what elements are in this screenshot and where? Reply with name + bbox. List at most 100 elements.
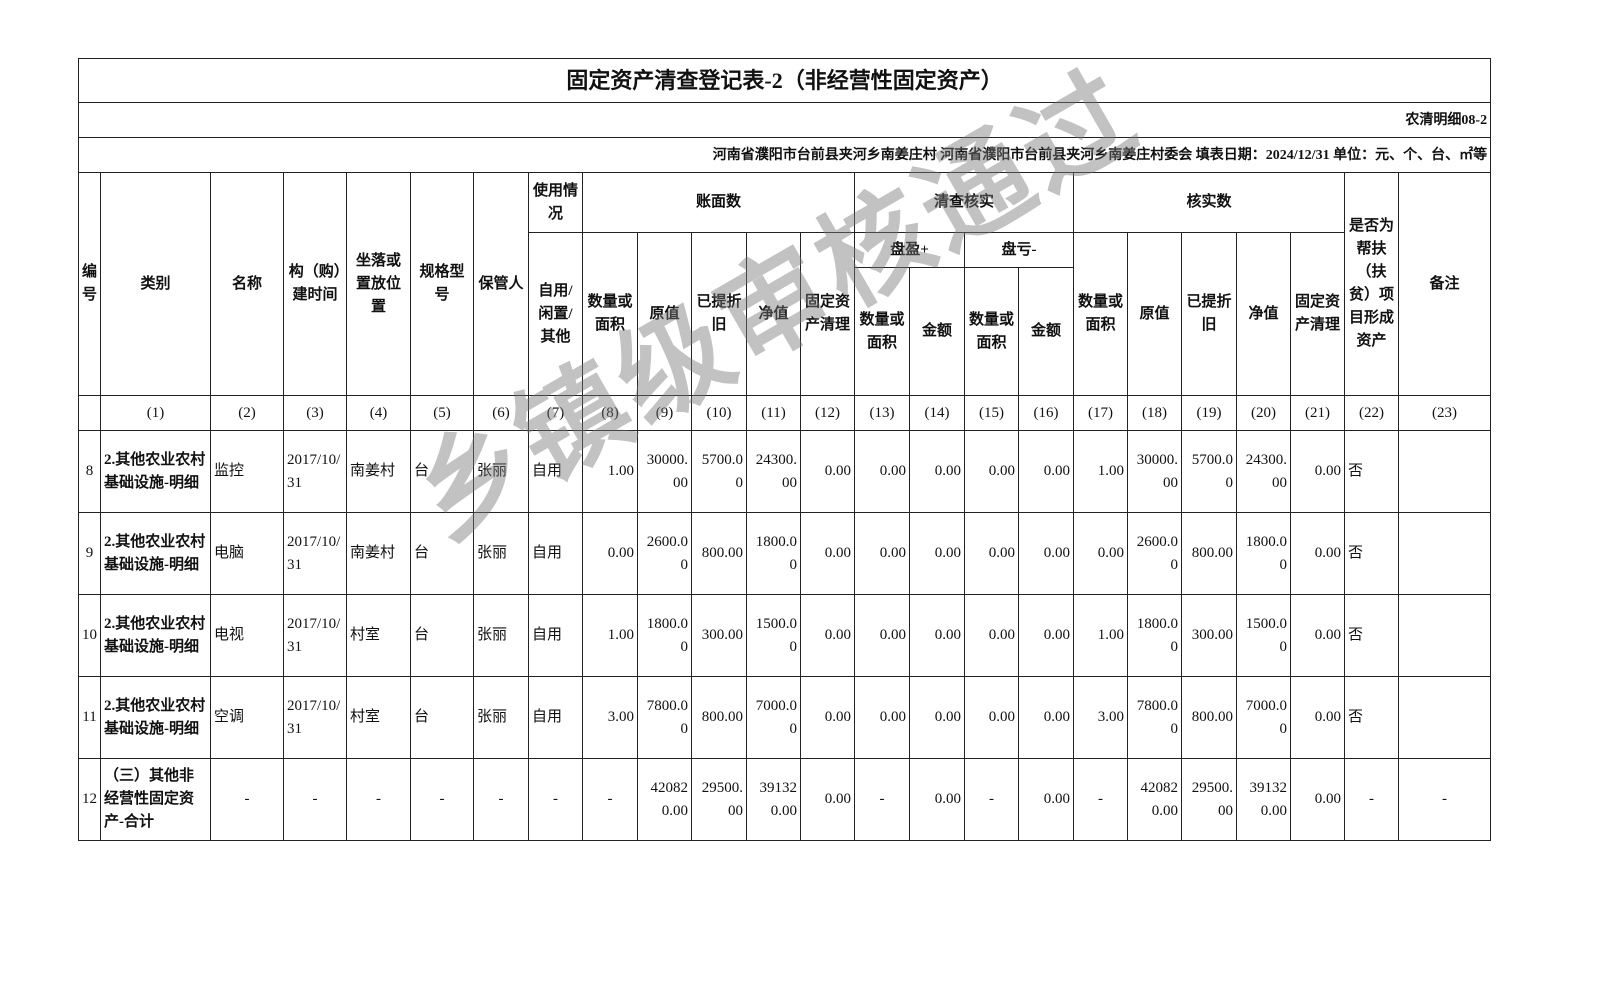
table-cell: 村室 (346, 594, 411, 677)
column-number-row: (1) (2) (3) (4) (5) (6) (7) (8) (9) (10) (11) (12)(… (78, 395, 1492, 431)
header-name: 名称 (210, 172, 284, 396)
table-cell: 2.其他农业农村基础设施-明细 (100, 512, 211, 595)
table-cell: 张丽 (473, 512, 529, 595)
table-cell: 1.00 (582, 430, 638, 513)
table-cell: 29500.00 (1181, 758, 1237, 841)
header-remark: 备注 (1397, 172, 1492, 396)
table-cell: 空调 (210, 676, 284, 759)
table-cell: 300.00 (1181, 594, 1237, 677)
column-number: (12) (800, 395, 855, 431)
table-cell: - (346, 758, 411, 841)
table-cell: 24300.00 (1236, 430, 1291, 513)
table-cell: - (1073, 758, 1128, 841)
table-cell: 电脑 (210, 512, 284, 595)
form-code: 农清明细08-2 (77, 102, 1492, 138)
row-number: 12 (78, 758, 101, 841)
table-cell: 800.00 (1181, 676, 1237, 759)
table-cell: 24300.00 (746, 430, 801, 513)
column-number: (8) (582, 395, 638, 431)
row-number: 9 (78, 512, 101, 595)
table-cell: 420820.00 (637, 758, 692, 841)
header-book-depr: 已提折旧 (691, 232, 747, 396)
table-cell: 2.其他农业农村基础设施-明细 (100, 594, 211, 677)
table-cell: 1800.00 (1127, 594, 1182, 677)
header-verified: 核实数 (1073, 172, 1345, 233)
table-cell: 否 (1344, 676, 1399, 759)
table-cell: 0.00 (1018, 512, 1074, 595)
table-cell: - (1397, 758, 1492, 841)
table-cell: - (582, 758, 638, 841)
header-surplus: 盘盈+ (854, 232, 965, 268)
column-number: (14) (909, 395, 965, 431)
table-cell: 7800.00 (637, 676, 692, 759)
table-cell: 0.00 (909, 594, 965, 677)
table-row: 9 2.其他农业农村基础设施-明细 电脑 2017/10/31 南姜村台张丽 自用 0.00… (78, 512, 1492, 595)
header-no: 编号 (78, 172, 101, 396)
table-cell: 自用 (528, 512, 583, 595)
table-cell: 1.00 (1073, 430, 1128, 513)
table-cell: 7000.00 (1236, 676, 1291, 759)
table-row: 10 2.其他农业农村基础设施-明细 电视 2017/10/31 村室台张丽 自用 1.00… (78, 594, 1492, 677)
header-ver-depr: 已提折旧 (1181, 232, 1237, 396)
table-cell: 1800.00 (746, 512, 801, 595)
page-title: 固定资产清查登记表-2（非经营性固定资产） (77, 58, 1492, 103)
table-cell: 0.00 (1018, 758, 1074, 841)
column-number: (15) (964, 395, 1019, 431)
table-cell: 3.00 (582, 676, 638, 759)
header-book-clear: 固定资产清理 (800, 232, 855, 396)
table-cell: 0.00 (909, 512, 965, 595)
table-cell: 0.00 (1290, 430, 1345, 513)
table-cell: - (528, 758, 583, 841)
header-category: 类别 (100, 172, 211, 396)
table-cell: 30000.00 (637, 430, 692, 513)
table-cell: 张丽 (473, 594, 529, 677)
column-number: (10) (691, 395, 747, 431)
column-number: (5) (410, 395, 474, 431)
table-cell: 监控 (210, 430, 284, 513)
table-cell: - (964, 758, 1019, 841)
header-check: 清查核实 (854, 172, 1074, 233)
column-number: (4) (346, 395, 411, 431)
column-number: (13) (854, 395, 910, 431)
table-row: 11 2.其他农业农村基础设施-明细 空调 2017/10/31 村室台张丽 自用 3.00… (78, 676, 1492, 759)
header-spec: 规格型号 (410, 172, 474, 396)
table-cell: 3.00 (1073, 676, 1128, 759)
table-cell: - (473, 758, 529, 841)
table-cell: 7800.00 (1127, 676, 1182, 759)
table-cell: 0.00 (1290, 594, 1345, 677)
table-cell: 张丽 (473, 676, 529, 759)
table-cell: 0.00 (909, 758, 965, 841)
table-cell: 420820.00 (1127, 758, 1182, 841)
table-cell: 0.00 (800, 676, 855, 759)
table-cell: 南姜村 (346, 430, 411, 513)
table-cell: 2.其他农业农村基础设施-明细 (100, 430, 211, 513)
column-number: (7) (528, 395, 583, 431)
table-cell: 1800.00 (1236, 512, 1291, 595)
table-cell: 0.00 (1018, 430, 1074, 513)
table-cell: 300.00 (691, 594, 747, 677)
table-cell: 0.00 (909, 430, 965, 513)
column-number: (18) (1127, 395, 1182, 431)
table-cell: 391320.00 (746, 758, 801, 841)
table-cell: 0.00 (1290, 512, 1345, 595)
table-cell: 南姜村 (346, 512, 411, 595)
column-number (78, 395, 101, 431)
table-row: 8 2.其他农业农村基础设施-明细 监控 2017/10/31 南姜村台张丽 自用 1.00… (78, 430, 1492, 513)
table-cell: 0.00 (854, 676, 910, 759)
table-cell: 2600.00 (1127, 512, 1182, 595)
table-cell: 0.00 (909, 676, 965, 759)
table-cell: 1500.00 (746, 594, 801, 677)
column-number: (21) (1290, 395, 1345, 431)
table-cell: 否 (1344, 430, 1399, 513)
table-cell: - (283, 758, 347, 841)
table-cell: 台 (410, 594, 474, 677)
header-usage: 使用情况 (528, 172, 583, 233)
table-cell: - (1344, 758, 1399, 841)
table-cell: 0.00 (1290, 676, 1345, 759)
header-ver-qty: 数量或面积 (1073, 232, 1128, 396)
header-build-time: 构（购）建时间 (283, 172, 347, 396)
table-cell: 0.00 (854, 594, 910, 677)
column-number: (6) (473, 395, 529, 431)
table-cell: - (854, 758, 910, 841)
table-cell (1397, 676, 1492, 759)
